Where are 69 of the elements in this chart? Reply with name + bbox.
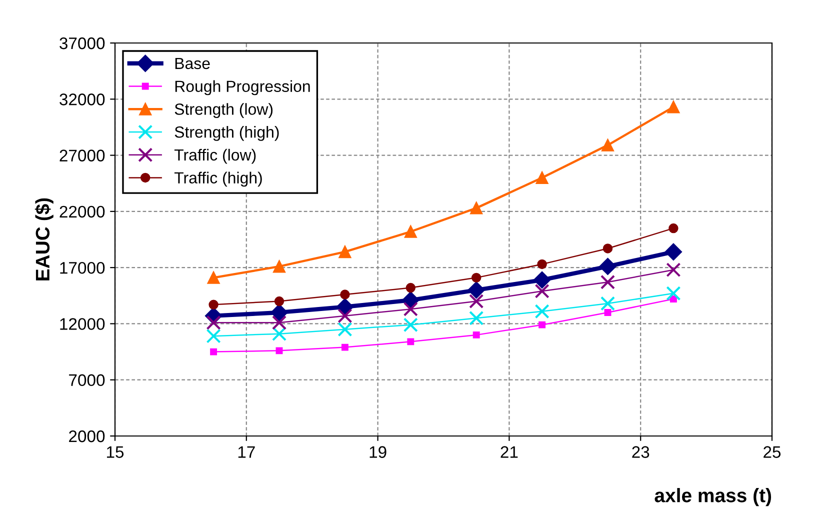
legend-label: Traffic (high) — [174, 172, 262, 187]
point — [403, 318, 418, 332]
point — [667, 100, 680, 114]
point — [602, 138, 614, 152]
point — [407, 338, 414, 346]
x-tick-label: 23 — [632, 446, 650, 458]
point — [270, 304, 288, 322]
legend-label: Traffic (low) — [174, 148, 256, 164]
point — [536, 171, 548, 184]
legend-label: Strength (high) — [174, 126, 279, 141]
point — [208, 300, 218, 310]
point — [471, 272, 482, 283]
point — [206, 315, 221, 330]
point — [276, 347, 283, 354]
point — [666, 262, 681, 278]
point — [472, 331, 480, 338]
legend-label: Strength (low) — [174, 103, 273, 118]
point — [338, 308, 352, 324]
y-tick-label: 32000 — [60, 94, 105, 106]
point — [336, 298, 354, 316]
x-tick-label: 21 — [500, 446, 518, 458]
point — [469, 294, 484, 309]
x-tick-label: 15 — [107, 446, 124, 458]
point — [273, 260, 286, 273]
point — [210, 348, 218, 356]
point — [340, 290, 350, 300]
point — [670, 296, 677, 302]
point — [664, 243, 682, 260]
point — [602, 244, 613, 254]
y-axis-title: EAUC ($) — [34, 198, 54, 280]
point — [338, 322, 352, 337]
point — [274, 296, 284, 306]
point — [600, 274, 616, 290]
point — [534, 304, 550, 319]
point — [599, 258, 616, 275]
point — [206, 328, 221, 344]
point — [403, 302, 418, 316]
legend-label: Rough Progression — [175, 80, 310, 96]
x-tick-label: 25 — [764, 446, 781, 458]
y-tick-label: 37000 — [60, 37, 105, 50]
x-axis-title: axle mass (t) — [654, 488, 772, 506]
point — [207, 271, 220, 284]
point — [341, 344, 348, 351]
point — [468, 281, 485, 299]
point — [668, 223, 678, 234]
point — [406, 282, 416, 293]
y-tick-label: 2000 — [69, 430, 105, 442]
y-tick-label: 27000 — [60, 150, 105, 162]
point — [272, 315, 287, 330]
point — [470, 202, 483, 214]
point — [666, 286, 681, 301]
point — [534, 271, 551, 288]
point — [537, 259, 547, 270]
y-tick-label: 7000 — [69, 374, 105, 386]
point — [272, 326, 287, 342]
y-tick-label: 12000 — [60, 318, 105, 330]
y-tick-label: 17000 — [60, 262, 105, 274]
point — [534, 284, 550, 298]
point — [402, 292, 420, 309]
point — [600, 296, 616, 311]
x-tick-label: 19 — [370, 446, 386, 458]
point — [404, 225, 417, 238]
y-tick-label: 22000 — [60, 206, 105, 218]
point — [469, 310, 484, 326]
point — [604, 309, 612, 316]
point — [338, 246, 352, 258]
x-tick-label: 17 — [238, 446, 255, 458]
legend-label: Base — [175, 58, 210, 70]
point — [538, 321, 546, 328]
